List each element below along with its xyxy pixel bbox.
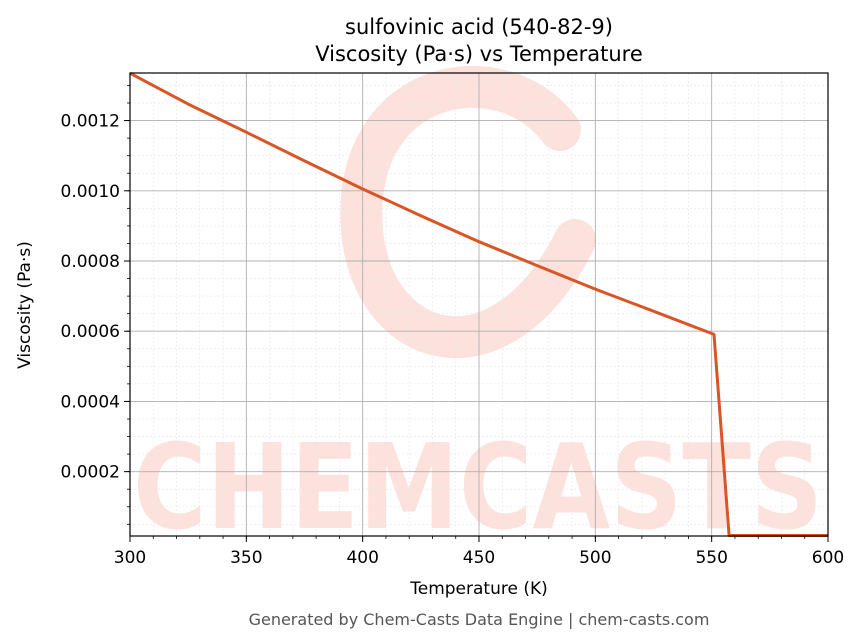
x-tick-label: 500 <box>579 548 611 568</box>
y-tick-label: 0.0012 <box>61 112 120 132</box>
watermark-logo: CHEMCASTS <box>133 66 823 556</box>
y-axis: 0.0002 0.0004 0.0006 0.0008 0.0010 0.0012 <box>61 85 130 525</box>
chart-title-line2: Viscosity (Pa·s) vs Temperature <box>315 42 643 66</box>
footer-credit: Generated by Chem-Casts Data Engine | ch… <box>249 610 710 629</box>
y-tick-label: 0.0010 <box>61 182 120 202</box>
x-axis-label: Temperature (K) <box>409 579 548 599</box>
watermark-text: CHEMCASTS <box>133 418 823 556</box>
y-tick-label: 0.0002 <box>61 463 120 483</box>
x-tick-label: 400 <box>346 548 378 568</box>
y-tick-label: 0.0004 <box>61 392 120 412</box>
x-axis: 300 350 400 450 500 550 600 <box>114 536 844 568</box>
x-tick-label: 450 <box>463 548 495 568</box>
chart-title-line1: sulfovinic acid (540-82-9) <box>345 15 613 39</box>
x-tick-label: 550 <box>695 548 727 568</box>
x-tick-label: 600 <box>812 548 844 568</box>
y-tick-label: 0.0008 <box>61 252 120 272</box>
y-axis-label: Viscosity (Pa·s) <box>15 241 35 369</box>
x-tick-label: 350 <box>230 548 262 568</box>
x-tick-label: 300 <box>114 548 146 568</box>
y-tick-label: 0.0006 <box>61 322 120 342</box>
